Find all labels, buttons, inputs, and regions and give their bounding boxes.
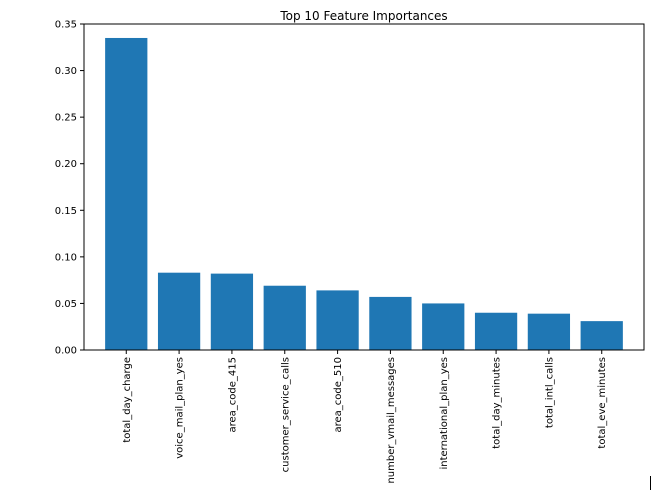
x-tick-label: area_code_510: [333, 357, 344, 433]
bar-total_intl_calls: [527, 313, 571, 350]
chart-title: Top 10 Feature Importances: [279, 9, 447, 23]
y-tick-label: 0.25: [55, 113, 77, 124]
bar-voice_mail_plan_yes: [157, 272, 201, 350]
y-tick-label: 0.35: [55, 20, 77, 31]
bar-total_day_minutes: [474, 312, 518, 350]
y-tick-label: 0.20: [55, 159, 77, 170]
bar-total_eve_minutes: [580, 321, 623, 350]
y-tick-label: 0.30: [55, 66, 77, 77]
x-tick-label: total_intl_calls: [544, 357, 555, 428]
bar-international_plan_yes: [422, 303, 465, 350]
y-tick-label: 0.00: [55, 346, 77, 357]
bars-group: [105, 37, 623, 350]
x-tick-label: total_eve_minutes: [597, 357, 608, 449]
y-tick-label: 0.10: [55, 252, 77, 263]
x-tick-label: voice_mail_plan_yes: [175, 357, 186, 459]
x-tick-label: area_code_415: [227, 357, 238, 433]
x-tick-label: number_vmail_messages: [386, 357, 397, 484]
plot-frame: [83, 23, 645, 351]
text-cursor: [650, 476, 651, 490]
x-tick-label: international_plan_yes: [439, 357, 450, 470]
y-axis: 0.00 0.05 0.10 0.15 0.20 0.25 0.30 0.35: [55, 20, 84, 357]
y-tick-label: 0.05: [55, 299, 77, 310]
x-tick-label: total_day_charge: [122, 357, 133, 443]
x-tick-label: customer_service_calls: [280, 357, 291, 472]
bar-area_code_415: [210, 273, 254, 350]
bar-area_code_510: [316, 290, 359, 350]
x-tick-label: total_day_minutes: [492, 357, 503, 449]
bar-number_vmail_messages: [369, 296, 412, 350]
x-axis: total_day_charge voice_mail_plan_yes area_…: [122, 350, 608, 484]
bar-customer_service_calls: [263, 285, 306, 350]
y-tick-label: 0.15: [55, 206, 77, 217]
bar-total_day_charge: [105, 37, 148, 350]
